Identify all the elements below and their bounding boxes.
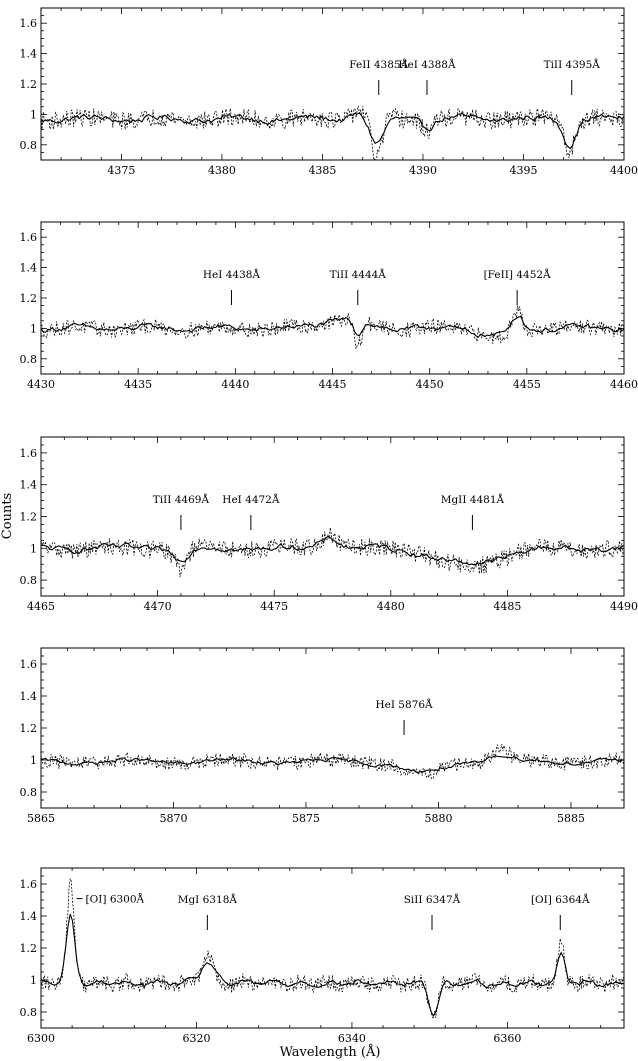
y-tick-label: 1.2: [20, 722, 38, 735]
y-tick-label: 1.6: [20, 447, 38, 460]
y-tick-label: 1: [30, 754, 37, 767]
x-tick-label: 4470: [144, 600, 172, 613]
y-axis-title: Counts: [0, 493, 15, 539]
line-id-label: [FeII] 4452Å: [484, 267, 551, 281]
line-id-label: HeI 4472Å: [222, 492, 280, 506]
y-tick-label: 0.8: [20, 574, 38, 587]
y-tick-label: 1.2: [20, 942, 38, 955]
y-tick-label: 1.4: [20, 48, 38, 61]
line-id-label: HeI 4438Å: [203, 267, 261, 281]
panel-4-frame: [40, 647, 625, 809]
x-tick-label: 6300: [27, 1032, 55, 1045]
y-tick-label: 1.6: [20, 231, 38, 244]
x-tick-label: 4440: [221, 378, 249, 391]
panel-1-frame: [40, 7, 625, 161]
x-tick-label: 4490: [610, 600, 638, 613]
x-tick-label: 4465: [27, 600, 55, 613]
x-tick-label: 4450: [416, 378, 444, 391]
x-tick-label: 4480: [377, 600, 405, 613]
line-id-label: [OI] 6364Å: [531, 892, 590, 906]
x-tick-label: 4475: [260, 600, 288, 613]
y-tick-label: 1.2: [20, 78, 38, 91]
x-tick-label: 5865: [27, 812, 55, 825]
y-tick-label: 1.4: [20, 262, 38, 275]
panel-1-solid-trace: [41, 112, 624, 150]
x-tick-label: 4445: [319, 378, 347, 391]
x-tick-label: 4485: [493, 600, 521, 613]
y-tick-label: 1.6: [20, 17, 38, 30]
y-tick-label: 0.8: [20, 1006, 38, 1019]
y-tick-label: 1: [30, 322, 37, 335]
y-tick-label: 1.6: [20, 878, 38, 891]
x-tick-label: 4455: [513, 378, 541, 391]
y-tick-label: 1.4: [20, 690, 38, 703]
x-tick-label: 4375: [107, 164, 135, 177]
line-id-label: TiII 4395Å: [544, 57, 601, 71]
panel-2-frame: [40, 221, 625, 375]
panel-5-dotted-trace: [41, 878, 624, 1019]
x-tick-label: 6340: [338, 1032, 366, 1045]
x-tick-label: 5875: [292, 812, 320, 825]
x-tick-label: 4400: [610, 164, 638, 177]
x-tick-label: 4380: [208, 164, 236, 177]
panel-3-frame: [40, 436, 625, 597]
line-id-label: FeII 4385Å: [349, 57, 408, 71]
y-tick-label: 0.8: [20, 353, 38, 366]
panel-1-dotted-trace: [41, 105, 624, 160]
line-id-label: MgII 4481Å: [441, 492, 505, 506]
x-tick-label: 4385: [308, 164, 336, 177]
panel-4-dotted-trace: [41, 744, 624, 780]
y-tick-label: 0.8: [20, 786, 38, 799]
line-id-label: HeI 5876Å: [375, 697, 433, 711]
panel-3-dotted-trace: [41, 527, 624, 578]
line-id-label: MgI 6318Å: [178, 892, 238, 906]
x-tick-label: 6360: [493, 1032, 521, 1045]
panel-5-frame: [40, 867, 625, 1029]
line-id-label: SiII 6347Å: [404, 892, 461, 906]
line-id-label: [OI] 6300Å: [86, 892, 145, 906]
line-id-label: HeI 4388Å: [398, 57, 456, 71]
x-tick-label: 5870: [160, 812, 188, 825]
y-tick-label: 1: [30, 108, 37, 121]
x-tick-label: 5885: [557, 812, 585, 825]
y-tick-label: 1.6: [20, 658, 38, 671]
y-tick-label: 1.2: [20, 292, 38, 305]
x-tick-label: 4395: [509, 164, 537, 177]
x-tick-label: 4435: [124, 378, 152, 391]
y-tick-label: 1: [30, 542, 37, 555]
x-tick-label: 4430: [27, 378, 55, 391]
y-tick-label: 1.4: [20, 910, 38, 923]
y-tick-label: 1: [30, 974, 37, 987]
x-tick-label: 4390: [409, 164, 437, 177]
y-tick-label: 1.4: [20, 479, 38, 492]
x-axis-title: Wavelength (Å): [280, 1044, 381, 1060]
y-tick-label: 1.2: [20, 511, 38, 524]
panel-4-solid-trace: [41, 755, 624, 774]
panel-2-dotted-trace: [41, 305, 624, 349]
x-tick-label: 6320: [182, 1032, 210, 1045]
line-id-label: TiII 4469Å: [153, 492, 210, 506]
panel-5-solid-trace: [41, 913, 624, 1018]
line-id-label: TiII 4444Å: [330, 267, 387, 281]
y-tick-label: 0.8: [20, 139, 38, 152]
x-tick-label: 4460: [610, 378, 638, 391]
x-tick-label: 5880: [425, 812, 453, 825]
